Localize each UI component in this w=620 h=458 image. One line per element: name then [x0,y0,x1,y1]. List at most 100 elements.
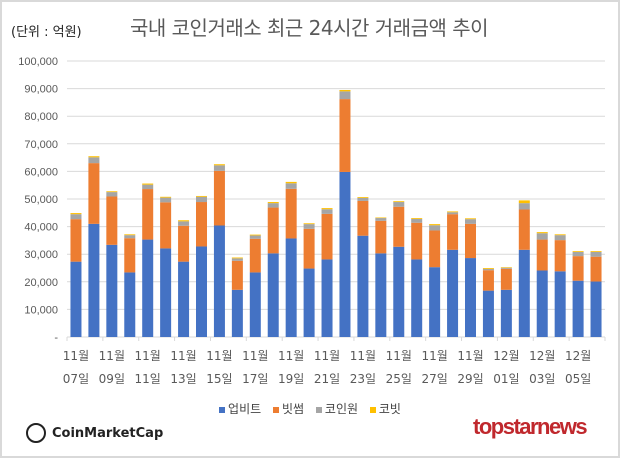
legend-item-upbit: 업비트 [219,402,261,416]
bar-업비트 [196,246,207,337]
bar-코빗 [178,220,190,222]
bar-코인원 [267,203,279,208]
bar-빗썸 [213,170,225,226]
bar-업비트 [321,259,333,337]
legend-item-korbit: 코빗 [369,402,401,416]
bar-빗썸 [339,99,351,172]
bar-코빗 [160,196,172,198]
y-tick-label: - [54,332,58,344]
x-tick-label: 21일 [314,372,340,386]
x-tick-label: 27일 [421,372,447,386]
bar-빗썸 [88,163,100,224]
bar-코빗 [375,217,387,219]
bar-코빗 [518,200,530,204]
x-tick-label: 07일 [63,372,89,386]
x-tick-label: 11월 [135,349,161,363]
x-tick-label: 11월 [170,349,196,363]
bar-코인원 [554,235,566,241]
x-tick-label: 01일 [493,372,519,386]
bar-업비트 [590,281,602,337]
y-tick-label: 50,000 [24,194,58,206]
bar-코빗 [303,223,315,225]
bar-코인원 [393,202,405,207]
x-tick-label: 11월 [63,349,89,363]
bar-코인원 [357,197,369,201]
bar-코인원 [465,219,476,224]
bar-코인원 [572,251,584,257]
x-tick-label: 19일 [278,372,304,386]
y-tick-label: 10,000 [24,304,58,316]
bar-코빗 [411,218,423,219]
bar-업비트 [303,268,315,337]
bar-빗썸 [465,223,476,259]
legend-item-coinone: 코인원 [315,402,358,416]
bar-빗썸 [411,222,423,260]
x-tick-label: 11월 [386,349,412,363]
bar-코인원 [321,209,333,214]
bar-코빗 [321,208,333,210]
legend-label: 빗썸 [281,402,305,416]
bar-업비트 [465,258,476,337]
bar-업비트 [500,289,512,337]
bar-업비트 [357,235,369,337]
x-tick-label: 12월 [565,349,591,363]
x-tick-label: 12월 [493,349,519,363]
bar-빗썸 [160,202,172,249]
x-tick-label: 11월 [457,349,483,363]
bar-업비트 [285,238,297,337]
x-tick-label: 25일 [386,372,412,386]
bar-업비트 [411,259,423,337]
y-tick-label: 100,000 [18,56,58,68]
bar-코인원 [70,214,82,220]
bar-코빗 [572,251,584,252]
bar-코빗 [429,224,441,226]
bar-빗썸 [124,238,136,273]
y-tick-label: 70,000 [24,139,58,151]
bar-업비트 [88,223,100,337]
x-tick-label: 03일 [529,372,555,386]
bar-빗썸 [375,220,387,254]
bar-업비트 [142,239,154,337]
bar-코빗 [249,234,261,236]
legend-swatch [272,406,279,413]
legend-swatch [219,406,226,413]
bar-코빗 [70,213,82,215]
x-tick-label: 09일 [99,372,125,386]
bar-빗썸 [70,219,82,262]
bar-코인원 [124,235,136,239]
bar-코빗 [554,234,566,236]
bar-코인원 [249,235,261,239]
bar-빗썸 [285,188,297,239]
coinmarketcap-text: CoinMarketCap [52,425,164,441]
bar-업비트 [447,249,459,337]
bar-업비트 [375,253,387,337]
bar-코인원 [500,267,512,269]
bar-코빗 [447,211,459,213]
bar-코인원 [160,197,172,203]
bar-업비트 [249,272,261,337]
bar-업비트 [518,249,530,337]
x-tick-label: 15일 [206,372,232,386]
bar-빗썸 [357,200,369,236]
bar-빗썸 [231,260,243,290]
bar-업비트 [267,253,279,337]
x-tick-label: 13일 [170,372,196,386]
bar-업비트 [124,272,136,337]
bar-빗썸 [142,189,154,240]
bar-업비트 [572,280,584,337]
bar-업비트 [339,171,351,337]
bar-빗썸 [321,213,333,260]
bar-빗썸 [554,240,566,272]
bar-코빗 [285,181,297,184]
bar-빗썸 [196,202,207,247]
bar-업비트 [536,270,548,337]
topstarnews-logo: topstarnews [473,414,588,439]
bar-코인원 [536,233,548,240]
bar-업비트 [429,267,441,337]
y-tick-label: 20,000 [24,277,58,289]
bar-빗썸 [572,256,584,281]
bar-코인원 [429,225,441,231]
bar-코인원 [285,183,297,189]
bar-코빗 [339,89,351,92]
bar-코빗 [465,218,476,220]
